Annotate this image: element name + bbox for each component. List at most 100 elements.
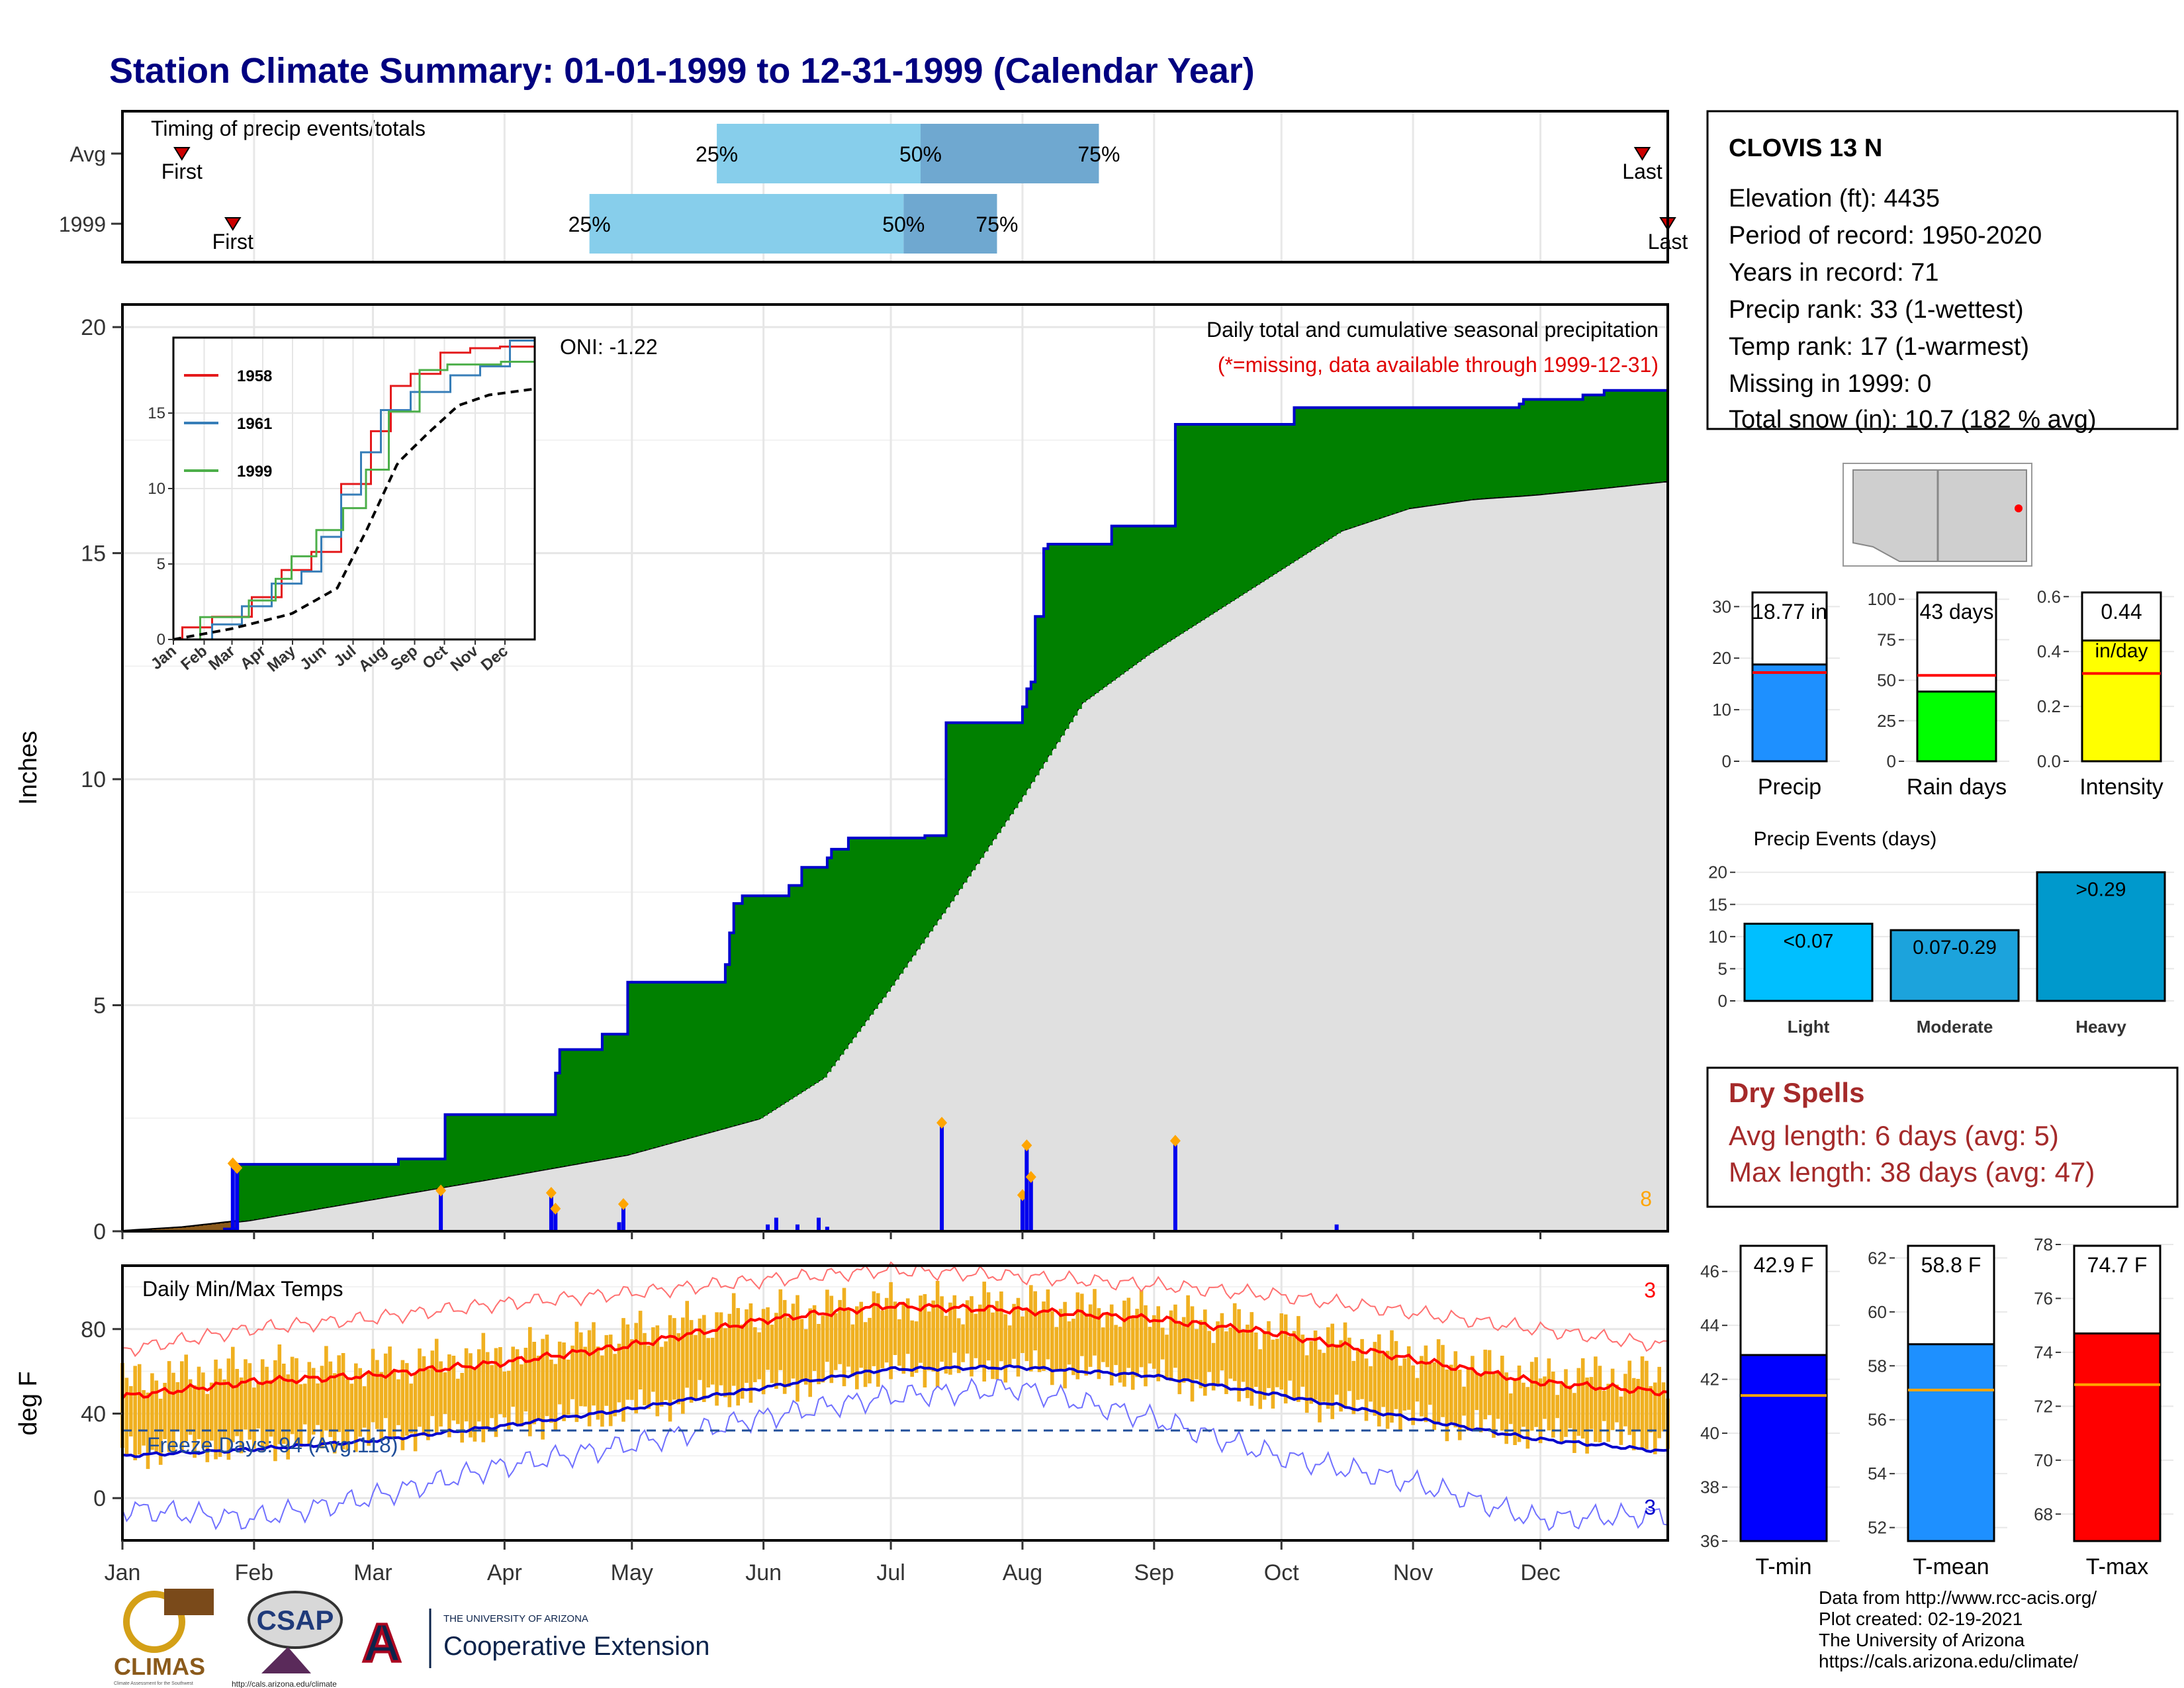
precip-y-tick-label: 5 — [93, 994, 106, 1019]
precip-y-axis: 0 5 10 15 20 — [81, 315, 1542, 1244]
daily-precip-bar — [940, 1123, 944, 1231]
csap-mountain-icon — [261, 1647, 311, 1673]
ua-top-text: THE UNIVERSITY OF ARIZONA — [443, 1613, 588, 1624]
temp-ylabel: deg F — [15, 1371, 42, 1435]
inset-series-line — [173, 339, 536, 641]
month-label: Apr — [487, 1560, 522, 1585]
events-y-tick-label: 0 — [1718, 991, 1727, 1011]
inset-y-tick-label: 0 — [157, 631, 165, 649]
summary-chart-title: Rain days — [1907, 774, 2007, 800]
summary-value-label: 42.9 F — [1754, 1253, 1814, 1277]
timing-frame-top — [121, 110, 1669, 263]
credit-university: The University of Arizona — [1819, 1630, 2025, 1650]
summary-y-tick-label: 68 — [2034, 1504, 2053, 1524]
events-range-label: <0.07 — [1784, 930, 1834, 952]
oni-label: ONI: -1.22 — [560, 335, 658, 359]
month-label: Nov — [1393, 1560, 1433, 1585]
timing-row-label: Avg — [69, 142, 106, 166]
daily-precip-bar — [766, 1224, 770, 1231]
location-map — [1843, 463, 2032, 567]
dry-spells-frame — [1706, 1066, 2179, 1208]
month-label: Oct — [1264, 1560, 1299, 1585]
daily-precip-bar — [230, 1163, 235, 1231]
daily-precip-bar — [825, 1227, 829, 1231]
daily-precip-marker — [617, 1198, 629, 1211]
month-label: Aug — [1003, 1560, 1043, 1585]
daily-precip-bar — [549, 1192, 553, 1231]
precip-panel: Daily total and cumulative seasonal prec… — [15, 303, 1669, 1244]
inset-legend-label: 1961 — [237, 415, 272, 433]
inset-legend-label: 1999 — [237, 463, 272, 481]
station-box-frame — [1706, 110, 2179, 430]
timing-p25-label: 25% — [569, 212, 611, 236]
temp-summary-bars: 36 38 40 42 44 46 42.9 F T-min 52 54 56 58 60 62 58.8 … — [1700, 1235, 2173, 1579]
new-mexico-shape — [1937, 469, 2027, 562]
timing-first-marker — [173, 147, 191, 161]
tmin-record-count: 3 — [1644, 1495, 1656, 1519]
summary-y-tick-label: 72 — [2034, 1396, 2053, 1416]
summary-y-tick-label: 60 — [1868, 1302, 1887, 1322]
summary-y-tick-label: 0.0 — [2037, 751, 2061, 771]
timing-title: Timing of precip events/totals — [151, 117, 426, 140]
summary-value-bar — [1916, 690, 1997, 763]
timing-p50-label: 50% — [882, 212, 925, 236]
month-axis: Jan Feb Mar Apr May Jun Jul Aug Sep Oct Nov Dec — [105, 1540, 1561, 1585]
summary-chart-title: T-max — [2086, 1554, 2148, 1579]
above-average-area — [122, 390, 1668, 1231]
average-tmax-line — [121, 1301, 1668, 1399]
summary-y-tick-label: 75 — [1877, 630, 1896, 649]
summary-y-tick-label: 0.4 — [2037, 641, 2061, 661]
precip-y-tick-label: 0 — [93, 1219, 106, 1244]
events-y-tick-label: 15 — [1708, 894, 1727, 914]
summary-value-bar — [2073, 1332, 2161, 1542]
month-label: Jan — [105, 1560, 141, 1585]
summary-chart-title: T-min — [1756, 1554, 1812, 1579]
station-period: Period of record: 1950-2020 — [1729, 222, 2042, 250]
record-low-line — [122, 1378, 1668, 1531]
summary-value-label: 43 days — [1919, 600, 1993, 624]
inset-legend-label: 1958 — [237, 367, 272, 385]
timing-p75-label: 75% — [1077, 142, 1120, 166]
daily-precip-marker — [1021, 1139, 1032, 1152]
events-range-label: >0.29 — [2076, 879, 2126, 901]
summary-value-label: 58.8 F — [1921, 1253, 1981, 1277]
ua-extension-text: Cooperative Extension — [443, 1632, 709, 1661]
summary-y-tick-label: 0 — [1887, 751, 1896, 771]
station-temp-rank: Temp rank: 17 (1-warmest) — [1729, 333, 2029, 361]
temp-y-axis: 0 40 80 — [81, 1317, 122, 1511]
temp-chart-title: Daily Min/Max Temps — [142, 1277, 343, 1301]
events-range-label: 0.07-0.29 — [1913, 937, 1997, 959]
cumulative-1999-line — [122, 383, 1669, 1233]
month-label: Sep — [1134, 1560, 1175, 1585]
station-name: CLOVIS 13 N — [1729, 134, 1882, 162]
credit-data-source: Data from http://www.rcc-acis.org/ — [1819, 1587, 2097, 1608]
csap-cloud-icon — [248, 1591, 343, 1649]
ua-block-a-icon: A — [362, 1613, 401, 1673]
timing-row-label: 1999 — [59, 212, 106, 236]
summary-value-bar — [2081, 639, 2162, 763]
daily-precip-marker — [1025, 1171, 1036, 1184]
month-label: Mar — [353, 1560, 392, 1585]
daily-precip-bar — [1020, 1195, 1024, 1231]
climas-logo-subtext: Climate Assessment for the Southwest — [114, 1681, 193, 1686]
daily-precip-bar — [621, 1204, 625, 1231]
temp-frame — [121, 1264, 1669, 1542]
month-label: Feb — [235, 1560, 274, 1585]
events-chart-title: Precip Events (days) — [1754, 828, 1937, 850]
daily-precip-bar — [235, 1168, 240, 1231]
below-average-area — [126, 1221, 238, 1231]
climas-logo: CLIMAS Climate Assessment for the Southw… — [114, 1589, 214, 1686]
station-total-snow: Total snow (in): 10.7 (182 % avg) — [1729, 406, 2097, 434]
month-label: Jun — [745, 1560, 782, 1585]
credit-url: https://cals.arizona.edu/climate/ — [1819, 1651, 2078, 1671]
credit-plot-created: Plot created: 02-19-2021 — [1819, 1609, 2023, 1629]
month-label: Dec — [1520, 1560, 1560, 1585]
station-years: Years in record: 71 — [1729, 259, 1939, 287]
climas-logo-text: CLIMAS — [114, 1653, 205, 1680]
daily-precip-marker — [435, 1184, 447, 1197]
summary-value-bar — [1907, 1343, 1995, 1542]
csap-logo-text: CSAP — [257, 1605, 334, 1636]
daily-precip-bar — [1334, 1224, 1339, 1231]
events-category-label: Light — [1788, 1017, 1830, 1037]
freeze-days-label: Freeze Days: 94 (Avg:118) — [147, 1433, 398, 1457]
